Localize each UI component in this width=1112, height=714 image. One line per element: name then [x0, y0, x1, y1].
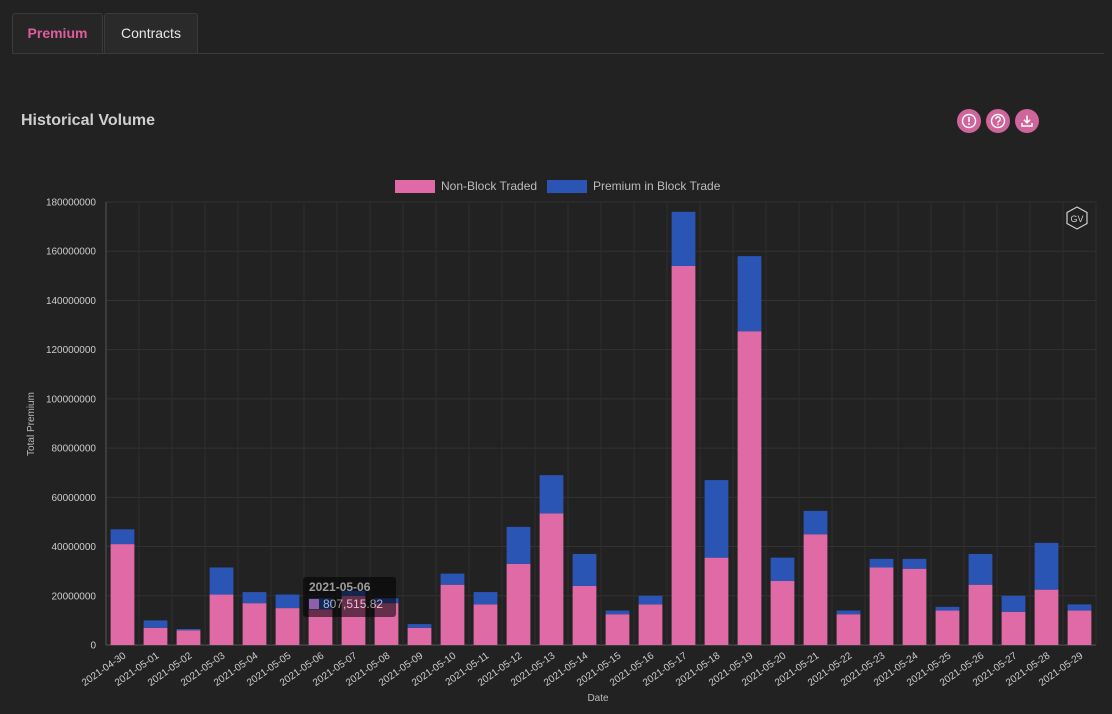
- bar-block: [968, 553, 993, 585]
- watermark: GV: [1066, 206, 1088, 230]
- bar-non-block: [242, 603, 267, 645]
- bar-block: [143, 620, 168, 628]
- tab-premium[interactable]: Premium: [12, 13, 103, 53]
- bar-non-block: [407, 627, 432, 645]
- x-axis-label: Date: [587, 693, 609, 704]
- help-icon: [990, 113, 1006, 129]
- bar-block: [539, 475, 564, 514]
- bar-block: [869, 558, 894, 568]
- legend-swatch-non-block: [395, 180, 435, 193]
- download-button[interactable]: [1015, 109, 1039, 133]
- tab-bar: Premium Contracts: [12, 13, 1104, 54]
- help-button[interactable]: [986, 109, 1010, 133]
- bar-non-block: [539, 513, 564, 645]
- bar-non-block: [308, 609, 333, 645]
- bar-non-block: [440, 584, 465, 645]
- bar-non-block: [605, 614, 630, 645]
- bar-non-block: [836, 614, 861, 645]
- bar-non-block: [209, 594, 234, 645]
- bar-non-block: [869, 567, 894, 645]
- y-tick-label: 140000000: [46, 296, 96, 307]
- grid-lines: [105, 201, 1097, 646]
- y-tick-label: 20000000: [52, 591, 97, 602]
- bar-non-block: [671, 265, 696, 645]
- info-button[interactable]: [957, 109, 981, 133]
- bar-non-block: [902, 568, 927, 645]
- bar-block: [506, 526, 531, 564]
- y-tick-label: 0: [90, 641, 96, 652]
- bar-non-block: [176, 630, 201, 645]
- legend-label-block: Premium in Block Trade: [593, 179, 721, 193]
- bar-block: [1034, 542, 1059, 590]
- bar-block: [902, 558, 927, 569]
- bar-non-block: [1067, 610, 1092, 645]
- tooltip-date: 2021-05-06: [309, 580, 371, 594]
- bar-block: [638, 595, 663, 605]
- bar-non-block: [638, 604, 663, 645]
- y-axis-label: Total Premium: [26, 392, 37, 456]
- watermark-text: GV: [1070, 214, 1083, 224]
- legend-label-non-block: Non-Block Traded: [441, 179, 537, 193]
- x-axis-ticks: 2021-04-302021-05-012021-05-022021-05-03…: [80, 650, 1086, 689]
- y-tick-label: 100000000: [46, 394, 96, 405]
- bar-non-block: [473, 604, 498, 645]
- bar-non-block: [1034, 589, 1059, 645]
- bar-block: [605, 610, 630, 615]
- y-tick-label: 120000000: [46, 345, 96, 356]
- bar-non-block: [935, 610, 960, 645]
- y-axis-ticks: 0 20000000 40000000 60000000 80000000 1000000…: [46, 198, 97, 652]
- bar-block: [1001, 595, 1026, 612]
- bar-block: [737, 256, 762, 332]
- bar-block: [1067, 604, 1092, 611]
- bar-non-block: [572, 585, 597, 645]
- y-tick-label: 180000000: [46, 198, 96, 209]
- bars: [110, 211, 1092, 645]
- bar-block: [275, 594, 300, 609]
- bar-block: [572, 553, 597, 586]
- bar-block: [209, 567, 234, 595]
- bar-non-block: [803, 534, 828, 645]
- bar-non-block: [968, 584, 993, 645]
- panel-title: Historical Volume: [21, 112, 155, 129]
- bar-non-block: [110, 544, 135, 645]
- tab-contracts[interactable]: Contracts: [104, 13, 198, 53]
- bar-non-block: [770, 581, 795, 645]
- bar-block: [935, 606, 960, 611]
- y-tick-label: 80000000: [52, 444, 97, 455]
- info-icon: [961, 113, 977, 129]
- y-tick-label: 40000000: [52, 542, 97, 553]
- y-tick-label: 60000000: [52, 493, 97, 504]
- legend-swatch-block: [547, 180, 587, 193]
- bar-non-block: [143, 627, 168, 645]
- bar-non-block: [275, 608, 300, 645]
- bar-non-block: [1001, 611, 1026, 645]
- bar-block: [704, 480, 729, 558]
- bar-non-block: [506, 563, 531, 645]
- bar-non-block: [737, 331, 762, 645]
- bar-block: [407, 624, 432, 628]
- bar-block: [110, 529, 135, 545]
- bar-block: [671, 211, 696, 266]
- tooltip-value: 807,515.82: [323, 597, 383, 611]
- bar-block: [473, 592, 498, 605]
- legend: Non-Block Traded Premium in Block Trade: [395, 179, 721, 193]
- bar-block: [176, 629, 201, 631]
- download-icon: [1021, 115, 1033, 127]
- bar-non-block: [704, 557, 729, 645]
- y-tick-label: 160000000: [46, 247, 96, 258]
- bar-block: [242, 592, 267, 604]
- bar-block: [803, 510, 828, 535]
- bar-block: [440, 573, 465, 585]
- tooltip: 2021-05-06 807,515.82: [303, 577, 396, 617]
- bar-block: [836, 610, 861, 615]
- bar-block: [770, 557, 795, 582]
